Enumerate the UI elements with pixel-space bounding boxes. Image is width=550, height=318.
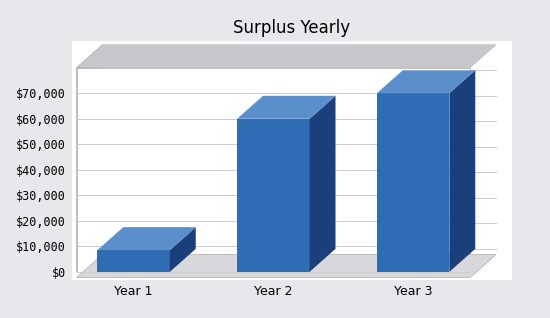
Polygon shape (377, 93, 449, 272)
Polygon shape (377, 70, 475, 93)
Polygon shape (170, 227, 196, 272)
Polygon shape (76, 45, 102, 272)
Title: Surplus Yearly: Surplus Yearly (233, 19, 350, 37)
Polygon shape (76, 255, 496, 278)
Polygon shape (76, 45, 496, 68)
Polygon shape (237, 96, 336, 119)
Polygon shape (97, 250, 170, 272)
Polygon shape (449, 70, 475, 272)
Polygon shape (76, 68, 470, 272)
Polygon shape (310, 96, 336, 272)
Polygon shape (97, 227, 196, 250)
Polygon shape (237, 119, 310, 272)
